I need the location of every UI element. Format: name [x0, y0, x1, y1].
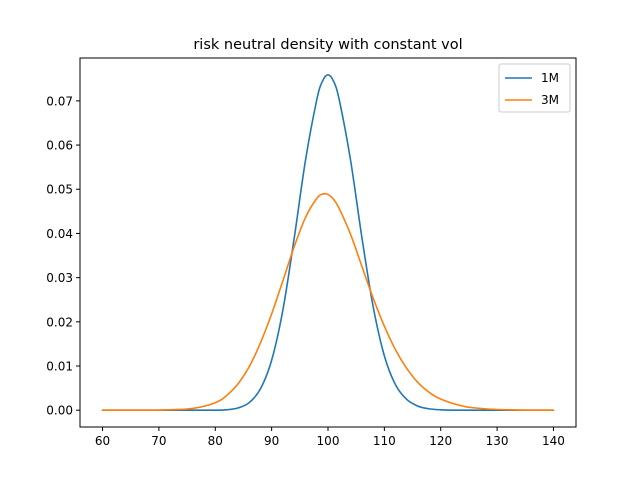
x-tick-label: 70: [151, 434, 166, 448]
y-tick-label: 0.03: [46, 271, 73, 285]
x-tick-label: 90: [264, 434, 279, 448]
y-tick-label: 0.00: [46, 404, 73, 418]
plot-area: 60 70 80 90 100 110 120 130 140 0.00 0.01 0.02 0.03 0…: [46, 73, 565, 448]
x-tick-label: 120: [429, 434, 452, 448]
legend-box: [498, 63, 571, 113]
legend-label-1m: 1M: [541, 71, 559, 85]
y-tick-label: 0.01: [46, 360, 73, 374]
y-tick-label: 0.05: [46, 183, 73, 197]
x-tick-label: 100: [317, 434, 340, 448]
x-tick-label: 110: [373, 434, 396, 448]
x-tick-label: 130: [486, 434, 509, 448]
axes-frame: [79, 57, 577, 428]
y-tick-label: 0.02: [46, 315, 73, 329]
x-tick-label: 140: [542, 434, 565, 448]
legend-label-3m: 3M: [541, 93, 559, 107]
y-tick-label: 0.04: [46, 227, 73, 241]
y-tick-label: 0.07: [46, 94, 73, 108]
x-tick-label: 60: [95, 434, 110, 448]
legend: 1M 3M: [498, 63, 571, 113]
series-line-1m: [101, 73, 555, 412]
series-line-3m: [101, 192, 555, 412]
chart-title: risk neutral density with constant vol: [193, 37, 462, 53]
y-tick-label: 0.06: [46, 139, 73, 153]
x-tick-label: 80: [208, 434, 223, 448]
